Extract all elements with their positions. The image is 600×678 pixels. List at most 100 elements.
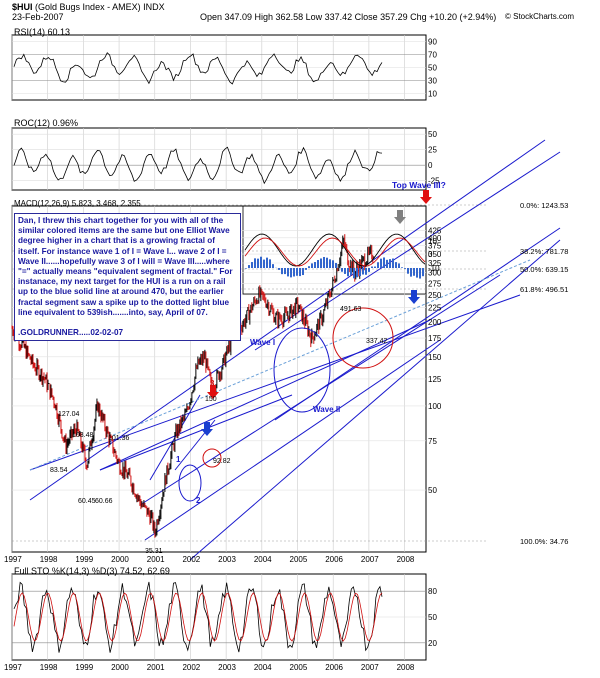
macd-histogram-bar	[374, 266, 376, 268]
fib-level-label: 50.0%: 639.15	[520, 265, 568, 274]
sto-tick-label: 20	[428, 639, 437, 648]
year-label-sto: 2004	[254, 663, 272, 672]
top-wave-label: Top Wave III?	[392, 180, 446, 190]
wave-i-label: Wave I	[250, 338, 275, 347]
macd-histogram-bar	[245, 268, 247, 269]
macd-histogram-bar	[272, 264, 274, 268]
macd-histogram-bar	[392, 258, 394, 268]
macd-histogram-bar	[344, 268, 346, 274]
macd-histogram-bar	[251, 262, 253, 268]
macd-histogram-bar	[422, 268, 424, 277]
red-arrow-top	[423, 190, 429, 197]
macd-line	[244, 233, 426, 267]
year-label-sto: 2008	[397, 663, 415, 672]
year-label-sto: 2003	[218, 663, 236, 672]
macd-histogram-bar	[317, 259, 319, 268]
year-label-price: 1999	[75, 555, 93, 564]
macd-histogram-bar	[389, 259, 391, 268]
price-tick-label: 300	[428, 269, 442, 278]
rsi-tick-label: 50	[428, 64, 437, 73]
year-label-sto: 1998	[40, 663, 58, 672]
macd-histogram-bar	[266, 257, 268, 268]
trendline	[144, 339, 441, 541]
macd-histogram-bar	[335, 262, 337, 268]
fib-level-label: 0.0%: 1243.53	[520, 201, 568, 210]
macd-histogram-bar	[341, 268, 343, 272]
macd-label: MACD(12,26,9) 5.823, 3.468, 2.355	[14, 199, 141, 208]
wave-1-label: 1	[176, 455, 181, 464]
rsi-line	[13, 52, 383, 85]
blue-arrow-right-head	[408, 297, 420, 304]
pivot-label: 92.82	[213, 458, 231, 465]
pivot-label: 127.04	[58, 411, 80, 418]
macd-histogram-bar	[383, 257, 385, 268]
wave-2-label: 2	[196, 496, 201, 505]
blue-arrow-wave2	[204, 422, 210, 429]
macd-histogram-bar	[377, 262, 379, 268]
year-label-price: 2007	[361, 555, 379, 564]
trendline	[274, 227, 561, 421]
rsi-tick-label: 10	[428, 90, 437, 99]
sto-label: Full STO %K(14,3) %D(3) 74.52, 62.69	[14, 566, 170, 576]
pivot-label: 150	[205, 396, 217, 403]
roc-tick-label: 0	[428, 161, 433, 170]
pivot-label: 35.31	[145, 548, 163, 555]
macd-histogram-bar	[401, 267, 403, 268]
macd-histogram-bar	[311, 263, 313, 268]
macd-histogram-bar	[413, 268, 415, 276]
fib-level-label: 100.0%: 34.76	[520, 537, 568, 546]
price-tick-label: 400	[428, 234, 442, 243]
rsi-label: RSI(14) 60.13	[14, 27, 71, 37]
pivot-label: 60.66	[95, 498, 113, 505]
macd-histogram-bar	[293, 268, 295, 277]
rsi-tick-label: 70	[428, 51, 437, 60]
macd-histogram-bar	[302, 268, 304, 276]
macd-histogram-bar	[287, 268, 289, 277]
sto-tick-label: 50	[428, 613, 437, 622]
trendline	[189, 239, 561, 561]
macd-histogram-bar	[371, 266, 373, 268]
macd-histogram-bar	[368, 268, 370, 272]
macd-histogram-bar	[356, 268, 358, 278]
fib-level-label: 38.2%: 781.78	[520, 247, 568, 256]
year-label-price: 2001	[147, 555, 165, 564]
year-label-price: 2006	[325, 555, 343, 564]
macd-tick-label: 0	[428, 250, 433, 259]
macd-histogram-bar	[386, 259, 388, 268]
macd-histogram-bar	[362, 268, 364, 275]
macd-histogram-bar	[260, 256, 262, 268]
price-tick-label: 250	[428, 291, 442, 300]
year-label-price: 1997	[4, 555, 22, 564]
price-tick-label: 100	[428, 402, 442, 411]
chart-date: 23-Feb-2007	[12, 12, 64, 22]
price-tick-label: 75	[428, 437, 437, 446]
macd-histogram-bar	[398, 263, 400, 268]
macd-histogram-bar	[305, 268, 307, 270]
macd-tick-label: -10	[428, 264, 440, 273]
pivot-label: 491.63	[340, 306, 362, 313]
macd-histogram-bar	[347, 268, 349, 277]
red-arrow-wave3	[210, 385, 216, 392]
year-label-sto: 2002	[182, 663, 200, 672]
red-arrow-top-head	[420, 197, 432, 204]
roc-tick-label: 25	[428, 146, 437, 155]
roc-tick-label: 50	[428, 130, 437, 139]
trendline	[29, 139, 546, 501]
year-label-price: 2000	[111, 555, 129, 564]
pivot-label: 83.54	[50, 467, 68, 474]
macd-histogram-bar	[359, 268, 361, 277]
year-label-sto: 2006	[325, 663, 343, 672]
macd-panel-frame	[242, 205, 427, 295]
rsi-tick-label: 30	[428, 77, 437, 86]
pivot-label: 60.45	[78, 498, 96, 505]
year-label-sto: 2000	[111, 663, 129, 672]
year-label-sto: 1997	[4, 663, 22, 672]
macd-signal-line	[244, 237, 426, 267]
year-label-price: 2004	[254, 555, 272, 564]
macd-histogram-bar	[350, 268, 352, 276]
fractal-dotted-trendline	[29, 259, 531, 471]
macd-histogram-bar	[380, 258, 382, 268]
macd-histogram-bar	[269, 259, 271, 268]
note-signature: .GOLDRUNNER.....02-02-07	[18, 328, 124, 338]
macd-histogram-bar	[299, 268, 301, 277]
